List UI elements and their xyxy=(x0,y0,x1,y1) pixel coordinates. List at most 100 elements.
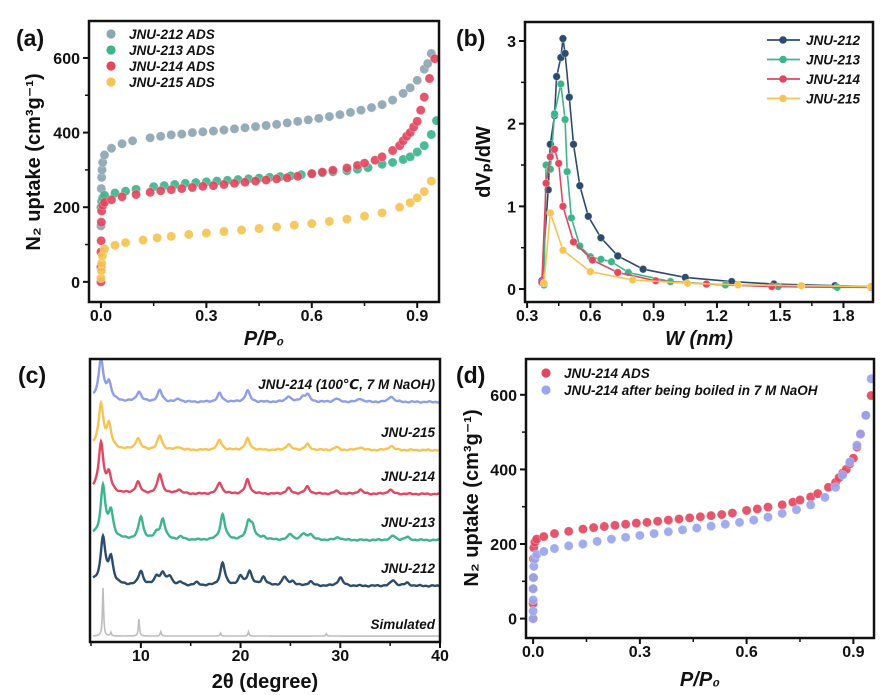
data-point xyxy=(426,176,437,187)
data-point xyxy=(584,212,593,221)
data-point xyxy=(355,105,366,116)
data-point xyxy=(791,504,802,515)
data-point xyxy=(324,111,335,122)
x-tick-label: 0.9 xyxy=(842,644,864,661)
xrd-pattern xyxy=(92,480,440,542)
data-point xyxy=(419,140,430,151)
legend-marker xyxy=(106,77,116,87)
data-point xyxy=(127,135,138,146)
data-point xyxy=(359,211,370,222)
data-point xyxy=(405,197,416,208)
data-point xyxy=(550,109,559,118)
data-point xyxy=(240,122,251,133)
legend-marker xyxy=(779,75,787,83)
y-axis-title: N₂ uptake (cm³g⁻¹) xyxy=(461,409,483,586)
data-point xyxy=(201,227,212,238)
data-point xyxy=(855,428,866,439)
series-jnu-214-after-being-boiled-in-7-m-naoh xyxy=(528,373,874,624)
data-point xyxy=(240,177,251,188)
y-axis-title: N₂ uptake (cm³g⁻¹) xyxy=(23,73,45,250)
legend-label: JNU-213 xyxy=(806,53,861,68)
data-point xyxy=(562,167,572,176)
data-point xyxy=(292,171,303,182)
data-point xyxy=(549,528,560,539)
data-point xyxy=(556,79,566,89)
data-point xyxy=(166,184,177,195)
x-axis-title: 2θ (degree) xyxy=(212,671,318,693)
data-point xyxy=(588,255,597,265)
plot-frame xyxy=(524,357,876,640)
data-point xyxy=(99,149,110,160)
x-tick-label: 0.3 xyxy=(516,308,538,325)
data-point xyxy=(716,509,727,520)
data-point xyxy=(552,72,561,81)
data-point xyxy=(271,221,282,232)
data-point xyxy=(387,95,398,106)
data-point xyxy=(837,470,848,481)
legend-marker xyxy=(541,368,551,378)
data-point xyxy=(588,522,599,533)
data-point xyxy=(844,456,855,467)
y-tick-label: 600 xyxy=(490,388,517,405)
legend-marker xyxy=(779,55,787,64)
data-point xyxy=(377,207,388,218)
data-point xyxy=(431,115,439,126)
data-point xyxy=(131,189,142,200)
data-point xyxy=(641,517,652,528)
data-point xyxy=(777,499,788,510)
data-point xyxy=(412,75,423,86)
data-point xyxy=(426,129,437,140)
x-tick-label: 0.3 xyxy=(195,308,217,325)
data-point xyxy=(317,167,328,178)
data-point xyxy=(674,514,685,525)
data-point xyxy=(271,119,282,130)
data-point xyxy=(106,194,117,205)
xrd-pattern xyxy=(92,399,440,453)
data-point xyxy=(176,129,187,140)
x-tick-label: 0.6 xyxy=(301,308,323,325)
xrd-pattern xyxy=(92,532,440,588)
y-tick-label: 200 xyxy=(490,537,517,554)
data-point xyxy=(606,534,617,545)
data-point xyxy=(546,152,555,161)
data-point xyxy=(569,140,578,149)
data-point xyxy=(377,151,388,162)
data-point xyxy=(762,512,773,523)
plot-area xyxy=(528,373,874,624)
data-point xyxy=(607,257,616,266)
x-tick-label: 1.2 xyxy=(706,308,728,325)
legend-label: JNU-215 ADS xyxy=(129,75,215,90)
data-point xyxy=(596,233,606,242)
data-point xyxy=(261,120,272,131)
data-point xyxy=(706,521,717,532)
y-tick-label: 2 xyxy=(507,117,516,134)
data-point xyxy=(377,99,388,110)
data-point xyxy=(117,138,128,149)
series-jnu-212 xyxy=(92,532,440,588)
data-point xyxy=(683,279,692,288)
legend-marker xyxy=(779,94,787,103)
data-point xyxy=(866,282,873,291)
data-point xyxy=(684,512,695,523)
data-point xyxy=(567,213,576,223)
data-point xyxy=(341,214,352,225)
series-jnu-213-ads xyxy=(95,115,439,213)
data-point xyxy=(96,217,107,228)
pattern-label: JNU-214 xyxy=(381,469,436,484)
data-point xyxy=(528,594,539,605)
legend: JNU-212 JNU-213 JNU-214 JNU-215 xyxy=(767,33,861,107)
data-point xyxy=(218,124,229,135)
data-point xyxy=(229,123,240,134)
data-point xyxy=(860,410,871,421)
legend-marker xyxy=(779,36,787,44)
data-point xyxy=(577,539,588,550)
data-point xyxy=(306,168,317,179)
data-point xyxy=(538,531,549,542)
legend-label: JNU-213 ADS xyxy=(129,43,215,58)
y-tick-label: 0 xyxy=(71,275,80,292)
xrd-pattern xyxy=(93,587,440,637)
data-point xyxy=(208,180,219,191)
data-point xyxy=(359,158,370,169)
data-point xyxy=(638,264,648,274)
